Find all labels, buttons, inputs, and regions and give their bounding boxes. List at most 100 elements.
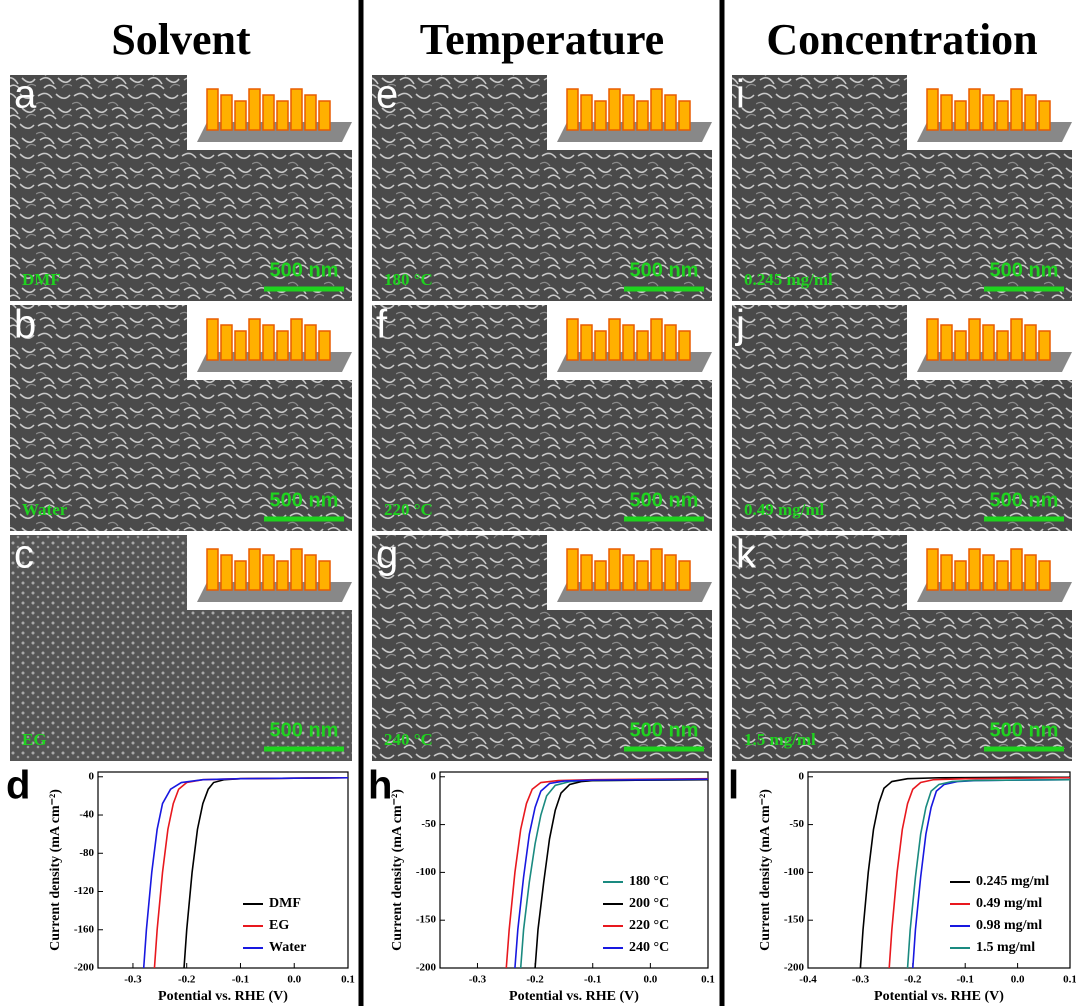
inset-sheet — [305, 325, 316, 360]
panel-letter: j — [735, 303, 745, 347]
x-tick-label: -0.1 — [584, 974, 601, 986]
y-tick-label: -200 — [416, 962, 437, 974]
legend-label: EG — [269, 918, 289, 933]
inset-sheet — [249, 549, 260, 590]
legend-label: 180 °C — [629, 874, 669, 889]
y-tick-label: -100 — [416, 866, 437, 878]
x-axis-label: Potential vs. RHE (V) — [158, 989, 288, 1004]
scale-label: 500 nm — [270, 489, 339, 511]
y-tick-label: -150 — [416, 914, 437, 926]
inset-sheet — [567, 549, 578, 590]
inset-sheet — [319, 561, 330, 590]
inset-sheet — [567, 319, 578, 360]
legend-label: 240 °C — [629, 940, 669, 955]
legend-label: DMF — [269, 896, 301, 911]
x-tick-label: 0.1 — [1063, 974, 1076, 986]
inset-sheet — [581, 555, 592, 590]
x-tick-label: -0.4 — [799, 974, 817, 986]
y-tick-label: -150 — [784, 914, 805, 926]
x-tick-label: -0.3 — [852, 974, 870, 986]
x-tick-label: 0.0 — [287, 974, 301, 986]
legend-label: 0.49 mg/ml — [976, 896, 1042, 911]
plot-letter: h — [368, 764, 392, 808]
y-tick-label: -200 — [784, 962, 805, 974]
y-axis-label: Current density (mA cm⁻²) — [758, 789, 773, 951]
y-tick-label: -200 — [74, 962, 95, 974]
scale-label: 500 nm — [630, 489, 699, 511]
inset-sheet — [235, 101, 246, 130]
inset-sheet — [679, 331, 690, 360]
panel-letter: c — [14, 533, 34, 577]
inset-sheet — [207, 89, 218, 130]
y-axis-label: Current density (mA cm⁻²) — [48, 789, 63, 951]
x-tick-label: 0.0 — [1011, 974, 1025, 986]
inset-sheet — [997, 331, 1008, 360]
y-tick-label: -160 — [74, 923, 95, 935]
inset-sheet — [207, 319, 218, 360]
y-tick-label: -120 — [74, 885, 95, 897]
panel-letter: f — [376, 303, 388, 347]
inset-sheet — [595, 101, 606, 130]
scale-label: 500 nm — [270, 259, 339, 281]
inset-sheet — [983, 95, 994, 130]
panel-letter: i — [736, 73, 745, 117]
inset-sheet — [235, 561, 246, 590]
inset-sheet — [637, 101, 648, 130]
legend-label: 200 °C — [629, 896, 669, 911]
inset-sheet — [651, 549, 662, 590]
inset-sheet — [595, 561, 606, 590]
inset-sheet — [623, 555, 634, 590]
panel-letter: b — [14, 303, 36, 347]
inset-sheet — [997, 101, 1008, 130]
plot-letter: d — [6, 764, 30, 808]
x-tick-label: -0.1 — [956, 974, 973, 986]
panel-label: 240 °C — [384, 730, 433, 749]
x-tick-label: -0.2 — [526, 974, 544, 986]
inset-sheet — [637, 331, 648, 360]
inset-sheet — [277, 561, 288, 590]
inset-sheet — [1039, 331, 1050, 360]
inset-sheet — [277, 331, 288, 360]
inset-sheet — [581, 95, 592, 130]
inset-sheet — [955, 561, 966, 590]
x-tick-label: -0.3 — [124, 974, 142, 986]
scale-label: 500 nm — [990, 489, 1059, 511]
y-tick-label: -80 — [79, 847, 94, 859]
inset-sheet — [955, 101, 966, 130]
inset-sheet — [609, 549, 620, 590]
inset-sheet — [1025, 325, 1036, 360]
inset-sheet — [319, 331, 330, 360]
x-axis-label: Potential vs. RHE (V) — [509, 989, 639, 1004]
panel-letter: e — [376, 73, 398, 117]
inset-sheet — [1025, 95, 1036, 130]
inset-sheet — [595, 331, 606, 360]
plot-letter: l — [728, 764, 739, 808]
inset-sheet — [941, 555, 952, 590]
inset-sheet — [277, 101, 288, 130]
scale-label: 500 nm — [990, 259, 1059, 281]
inset-sheet — [679, 561, 690, 590]
scale-label: 500 nm — [630, 259, 699, 281]
inset-sheet — [291, 89, 302, 130]
inset-sheet — [221, 325, 232, 360]
inset-sheet — [263, 325, 274, 360]
inset-sheet — [319, 101, 330, 130]
inset-sheet — [665, 555, 676, 590]
panel-letter: a — [14, 73, 37, 117]
legend-label: 0.98 mg/ml — [976, 918, 1042, 933]
panel-letter: k — [736, 533, 757, 577]
column-header: Concentration — [766, 15, 1037, 64]
x-tick-label: -0.3 — [469, 974, 487, 986]
inset-sheet — [581, 325, 592, 360]
y-tick-label: -50 — [421, 818, 436, 830]
panel-letter: g — [376, 533, 398, 577]
legend-label: Water — [269, 940, 306, 955]
y-tick-label: -40 — [79, 809, 94, 821]
inset-sheet — [997, 561, 1008, 590]
